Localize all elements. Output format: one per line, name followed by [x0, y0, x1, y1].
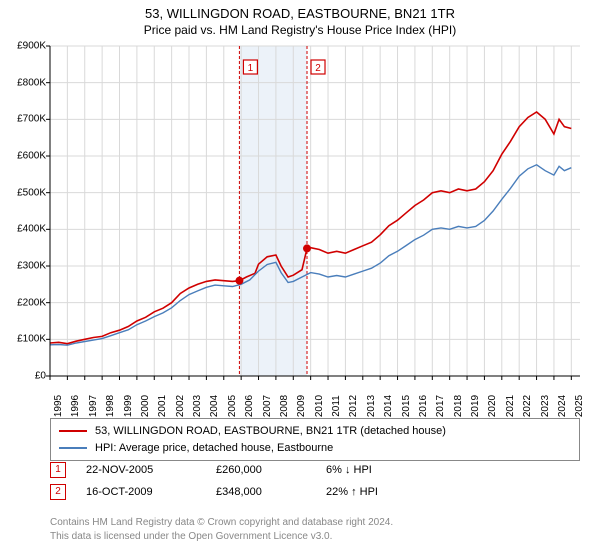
x-tick-label: 2014 [383, 395, 394, 417]
x-tick-label: 1997 [88, 395, 99, 417]
down-arrow-icon: ↓ [345, 464, 351, 476]
y-tick-label: £0 [35, 371, 46, 382]
x-tick-label: 1995 [53, 395, 64, 417]
x-tick-label: 2008 [279, 395, 290, 417]
title-subtitle: Price paid vs. HM Land Registry's House … [0, 23, 600, 39]
footer-attribution: Contains HM Land Registry data © Crown c… [50, 516, 580, 543]
legend-row: 53, WILLINGDON ROAD, EASTBOURNE, BN21 1T… [59, 423, 571, 440]
x-tick-label: 2010 [314, 395, 325, 417]
sale-row: 2 16-OCT-2009 £348,000 22% ↑ HPI [50, 484, 580, 500]
sale-date: 22-NOV-2005 [86, 464, 196, 476]
svg-text:2: 2 [315, 63, 321, 74]
x-tick-label: 2022 [522, 395, 533, 417]
sale-diff: 6% ↓ HPI [326, 464, 580, 476]
chart-svg: 12 [45, 44, 585, 408]
x-tick-label: 2011 [331, 395, 342, 417]
legend-box: 53, WILLINGDON ROAD, EASTBOURNE, BN21 1T… [50, 418, 580, 461]
footer-line: Contains HM Land Registry data © Crown c… [50, 516, 580, 530]
sale-diff: 22% ↑ HPI [326, 486, 580, 498]
x-tick-label: 2000 [140, 395, 151, 417]
x-tick-label: 2013 [366, 395, 377, 417]
svg-text:1: 1 [248, 63, 254, 74]
x-tick-label: 2006 [244, 395, 255, 417]
title-block: 53, WILLINGDON ROAD, EASTBOURNE, BN21 1T… [0, 0, 600, 38]
y-tick-label: £900K [17, 41, 46, 52]
x-tick-label: 2017 [435, 395, 446, 417]
x-tick-label: 2024 [557, 395, 568, 417]
x-tick-label: 2025 [574, 395, 585, 417]
x-tick-label: 2009 [296, 395, 307, 417]
sale-marker-icon: 2 [50, 484, 66, 500]
x-tick-label: 2005 [227, 395, 238, 417]
x-tick-label: 2021 [505, 395, 516, 417]
x-tick-label: 1998 [105, 395, 116, 417]
x-tick-label: 2012 [348, 395, 359, 417]
title-address: 53, WILLINGDON ROAD, EASTBOURNE, BN21 1T… [0, 6, 600, 23]
legend-label: 53, WILLINGDON ROAD, EASTBOURNE, BN21 1T… [95, 423, 446, 440]
x-tick-label: 2004 [209, 395, 220, 417]
sale-date: 16-OCT-2009 [86, 486, 196, 498]
x-tick-label: 2001 [157, 395, 168, 417]
legend-swatch [59, 430, 87, 432]
sale-row: 1 22-NOV-2005 £260,000 6% ↓ HPI [50, 462, 580, 478]
chart-container: 53, WILLINGDON ROAD, EASTBOURNE, BN21 1T… [0, 0, 600, 560]
chart-area: 12 [50, 46, 580, 406]
x-tick-label: 2020 [487, 395, 498, 417]
x-tick-label: 2003 [192, 395, 203, 417]
sale-marker-icon: 1 [50, 462, 66, 478]
y-tick-label: £200K [17, 297, 46, 308]
x-tick-label: 2002 [175, 395, 186, 417]
y-tick-label: £800K [17, 77, 46, 88]
x-tick-label: 1996 [70, 395, 81, 417]
up-arrow-icon: ↑ [351, 486, 357, 498]
legend-label: HPI: Average price, detached house, East… [95, 440, 333, 457]
sales-block: 1 22-NOV-2005 £260,000 6% ↓ HPI 2 16-OCT… [50, 462, 580, 506]
y-tick-label: £700K [17, 114, 46, 125]
y-tick-label: £400K [17, 224, 46, 235]
x-tick-label: 2015 [401, 395, 412, 417]
sale-price: £348,000 [216, 486, 306, 498]
y-tick-label: £500K [17, 187, 46, 198]
sale-price: £260,000 [216, 464, 306, 476]
y-tick-label: £300K [17, 261, 46, 272]
x-tick-label: 2019 [470, 395, 481, 417]
x-tick-label: 1999 [123, 395, 134, 417]
x-tick-label: 2023 [540, 395, 551, 417]
legend-row: HPI: Average price, detached house, East… [59, 440, 571, 457]
y-tick-label: £100K [17, 334, 46, 345]
y-tick-label: £600K [17, 151, 46, 162]
footer-line: This data is licensed under the Open Gov… [50, 530, 580, 544]
legend-swatch [59, 447, 87, 449]
x-tick-label: 2016 [418, 395, 429, 417]
x-tick-label: 2018 [453, 395, 464, 417]
x-tick-label: 2007 [262, 395, 273, 417]
